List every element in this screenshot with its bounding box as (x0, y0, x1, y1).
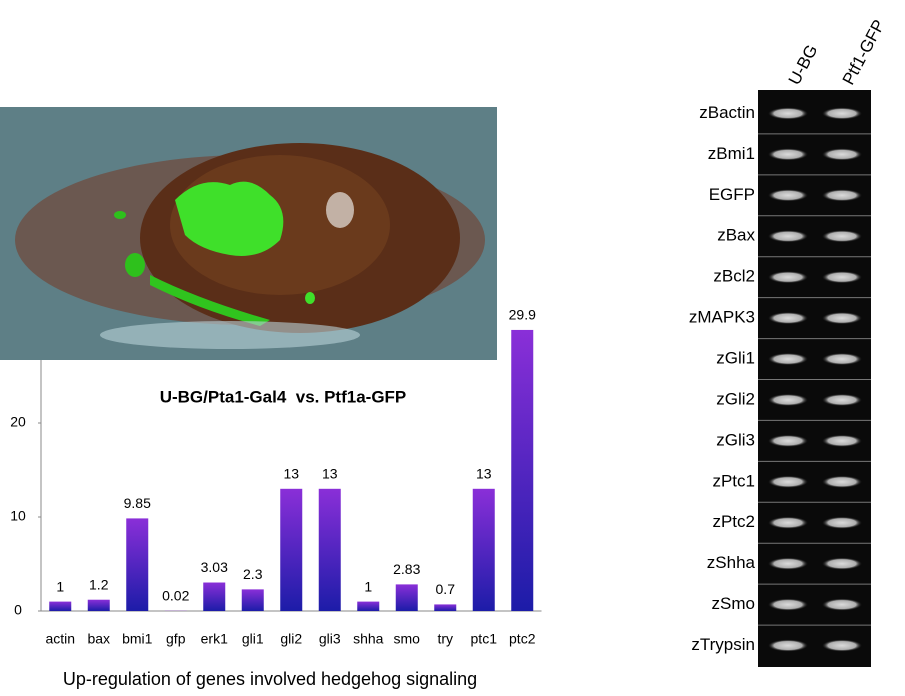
x-tick-label: ptc2 (509, 631, 536, 647)
gel-band (768, 230, 808, 243)
x-tick-label: smo (394, 631, 421, 647)
gel-band (822, 189, 862, 202)
gel-band (822, 475, 862, 488)
gene-label: zBmi1 (708, 144, 755, 163)
gel-band (822, 393, 862, 406)
bar (395, 584, 418, 611)
value-label: 2.83 (393, 561, 420, 577)
gene-label: zBax (717, 226, 755, 245)
y-tick-label: 20 (10, 414, 26, 430)
bar (203, 582, 226, 611)
value-label: 0.7 (436, 581, 456, 597)
x-tick-label: bax (87, 631, 110, 647)
gene-label: zGli2 (716, 389, 755, 408)
gel-band (768, 475, 808, 488)
gel-band (822, 639, 862, 652)
value-label: 0.02 (162, 588, 189, 604)
x-tick-label: gli2 (280, 631, 302, 647)
bar (357, 601, 380, 611)
value-label: 3.03 (201, 559, 228, 575)
gel-band (768, 434, 808, 447)
gel-band (768, 516, 808, 529)
lane-label: Ptf1-GFP (839, 16, 889, 87)
x-tick-label: gli3 (319, 631, 341, 647)
x-tick-label: shha (353, 631, 384, 647)
gel-band (768, 393, 808, 406)
gel-band (822, 271, 862, 284)
gel-band (822, 312, 862, 325)
lane-label: U-BG (785, 42, 822, 88)
bar (87, 599, 110, 611)
bar (241, 589, 264, 611)
y-tick-label: 10 (10, 508, 26, 524)
gel-band (768, 353, 808, 366)
y-tick-label: 0 (14, 602, 22, 618)
gel-band (768, 598, 808, 611)
bar (126, 518, 149, 611)
gene-label: zTrypsin (691, 635, 755, 654)
gel-band (822, 148, 862, 161)
bar (49, 601, 72, 611)
value-label: 13 (476, 466, 492, 482)
gene-label: zShha (707, 553, 756, 572)
gel-band (768, 312, 808, 325)
bar (511, 329, 534, 611)
bar (318, 488, 341, 611)
x-tick-label: erk1 (201, 631, 228, 647)
x-tick-label: try (437, 631, 453, 647)
gel-band (822, 353, 862, 366)
gene-label: zPtc1 (712, 471, 755, 490)
gel-band (768, 148, 808, 161)
gel-band (822, 598, 862, 611)
x-tick-label: gfp (166, 631, 186, 647)
gel-labels: U-BG Ptf1-GFP zBactin zBmi1 EGFP zBax zBcl2 zMA… (689, 16, 889, 654)
bar (434, 604, 457, 611)
gel-band (822, 434, 862, 447)
gene-label: EGFP (709, 185, 755, 204)
gene-label: zBactin (699, 103, 755, 122)
gel-band (822, 557, 862, 570)
bar-chart: 0 10 20 U-BG/Pta1-Gal4 vs. Ptf1a-GFP Up-regu… (10, 307, 542, 689)
gel-band (822, 230, 862, 243)
photo (0, 107, 497, 360)
gene-label: zPtc2 (712, 512, 755, 531)
gel-band (768, 189, 808, 202)
chart-title: U-BG/Pta1-Gal4 vs. Ptf1a-GFP (160, 387, 407, 406)
x-tick-label: actin (45, 631, 75, 647)
gene-label: zGli3 (716, 430, 755, 449)
value-label: 1.2 (89, 576, 109, 592)
gel-band (768, 107, 808, 120)
value-label: 13 (283, 466, 299, 482)
x-tick-label: ptc1 (471, 631, 498, 647)
value-label: 2.3 (243, 566, 263, 582)
value-label: 29.9 (509, 307, 536, 323)
gene-label: zGli1 (716, 349, 755, 368)
bar (472, 488, 495, 611)
gene-label: zSmo (712, 594, 755, 613)
value-label: 1 (56, 578, 64, 594)
value-label: 1 (364, 578, 372, 594)
bar (280, 488, 303, 611)
gel-band (768, 271, 808, 284)
gene-label: zBcl2 (713, 267, 755, 286)
value-label: 13 (322, 466, 338, 482)
gel-band (768, 557, 808, 570)
x-tick-label: bmi1 (122, 631, 153, 647)
gel-band (768, 639, 808, 652)
x-tick-label: gli1 (242, 631, 264, 647)
gel (758, 90, 871, 667)
gel-band (822, 107, 862, 120)
gel-band (822, 516, 862, 529)
caption: Up-regulation of genes involved hedgehog… (63, 669, 477, 689)
value-label: 9.85 (124, 495, 151, 511)
gene-label: zMAPK3 (689, 308, 755, 327)
